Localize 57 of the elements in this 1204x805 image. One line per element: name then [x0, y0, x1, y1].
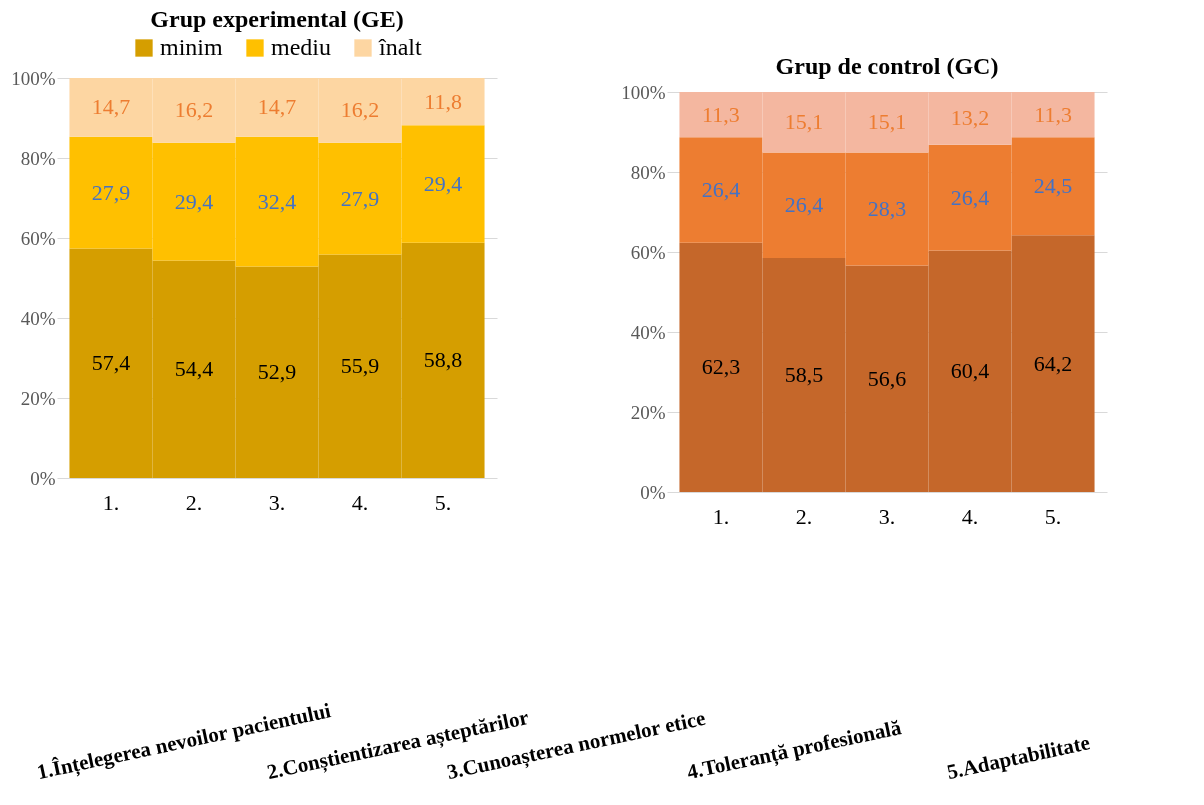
chart-title: Grup experimental (GE)	[150, 6, 404, 32]
y-tick-label: 0%	[640, 481, 666, 503]
legend-label: înalt	[378, 34, 422, 60]
data-label: 54,4	[174, 356, 214, 382]
data-label: 26,4	[950, 184, 990, 210]
y-tick-label: 40%	[20, 307, 56, 329]
data-label: 29,4	[423, 171, 463, 196]
data-label: 57,4	[91, 350, 131, 376]
data-label: 11,3	[1034, 101, 1072, 127]
y-tick-label: 100%	[621, 81, 666, 103]
x-tick-label: 4.	[961, 503, 979, 529]
data-label: 15,1	[867, 109, 907, 135]
x-tick-label: 3.	[268, 489, 286, 515]
x-tick-label: 2.	[185, 489, 203, 515]
x-tick-label: 1.	[712, 503, 730, 529]
data-label: 14,7	[257, 94, 297, 120]
data-label: 60,4	[950, 358, 990, 384]
legend-label: minim	[160, 34, 223, 60]
y-tick-label: 80%	[630, 161, 666, 183]
data-label: 32,4	[257, 188, 297, 214]
data-label: 27,9	[340, 185, 380, 211]
y-tick-label: 0%	[30, 467, 56, 489]
data-label: 52,9	[257, 359, 297, 385]
y-tick-label: 60%	[630, 241, 666, 263]
data-label: 27,9	[91, 179, 131, 205]
y-tick-label: 40%	[630, 321, 666, 343]
x-tick-label: 3.	[878, 503, 896, 529]
data-label: 16,2	[340, 97, 380, 123]
data-label: 28,3	[867, 196, 907, 221]
y-tick-label: 100%	[11, 67, 56, 89]
data-label: 56,6	[867, 365, 907, 391]
data-label: 55,9	[340, 353, 380, 379]
chart-title: Grup de control (GC)	[775, 53, 999, 79]
data-label: 11,3	[702, 101, 740, 127]
data-label: 26,4	[701, 177, 741, 202]
data-label: 64,2	[1033, 350, 1073, 376]
data-label: 58,8	[423, 347, 463, 373]
data-label: 26,4	[784, 192, 824, 218]
y-tick-label: 20%	[20, 387, 56, 409]
x-tick-label: 4.	[351, 489, 369, 515]
data-label: 11,8	[424, 88, 462, 114]
data-label: 15,1	[784, 109, 824, 135]
x-tick-label: 1.	[102, 489, 120, 515]
y-tick-label: 20%	[630, 401, 666, 423]
y-tick-label: 60%	[20, 227, 56, 249]
data-label: 14,7	[91, 94, 131, 120]
x-tick-label: 2.	[795, 503, 813, 529]
legend-label: mediu	[271, 34, 331, 60]
x-tick-label: 5.	[434, 489, 452, 515]
data-label: 13,2	[950, 105, 990, 131]
data-label: 29,4	[174, 188, 214, 214]
x-tick-label: 5.	[1044, 503, 1062, 529]
data-label: 24,5	[1033, 173, 1073, 199]
data-label: 58,5	[784, 362, 824, 387]
data-label: 62,3	[701, 354, 741, 380]
y-tick-label: 80%	[20, 147, 56, 169]
data-label: 16,2	[174, 97, 214, 123]
